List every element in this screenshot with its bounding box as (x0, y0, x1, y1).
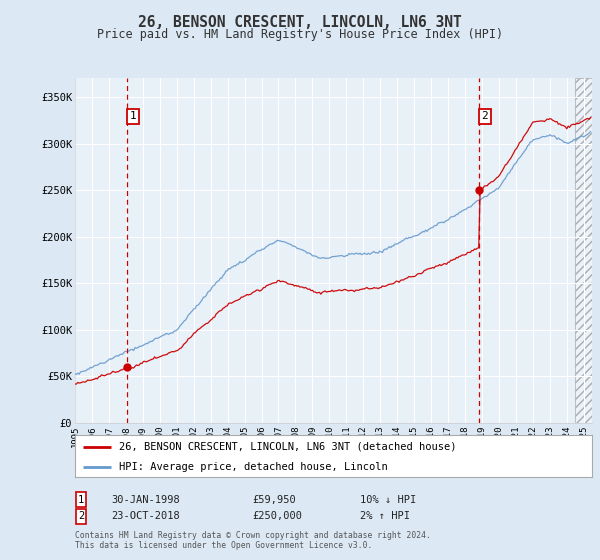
Text: Price paid vs. HM Land Registry's House Price Index (HPI): Price paid vs. HM Land Registry's House … (97, 28, 503, 41)
Text: 30-JAN-1998: 30-JAN-1998 (111, 494, 180, 505)
Text: 1: 1 (78, 494, 84, 505)
Text: 1: 1 (130, 111, 137, 122)
Text: 2% ↑ HPI: 2% ↑ HPI (360, 511, 410, 521)
Text: 26, BENSON CRESCENT, LINCOLN, LN6 3NT: 26, BENSON CRESCENT, LINCOLN, LN6 3NT (138, 15, 462, 30)
Text: £59,950: £59,950 (252, 494, 296, 505)
Text: £250,000: £250,000 (252, 511, 302, 521)
Text: 10% ↓ HPI: 10% ↓ HPI (360, 494, 416, 505)
Text: Contains HM Land Registry data © Crown copyright and database right 2024.
This d: Contains HM Land Registry data © Crown c… (75, 531, 431, 550)
Text: HPI: Average price, detached house, Lincoln: HPI: Average price, detached house, Linc… (119, 462, 388, 472)
Text: 2: 2 (78, 511, 84, 521)
Text: 26, BENSON CRESCENT, LINCOLN, LN6 3NT (detached house): 26, BENSON CRESCENT, LINCOLN, LN6 3NT (d… (119, 442, 457, 452)
Text: 2: 2 (481, 111, 488, 122)
Text: 23-OCT-2018: 23-OCT-2018 (111, 511, 180, 521)
